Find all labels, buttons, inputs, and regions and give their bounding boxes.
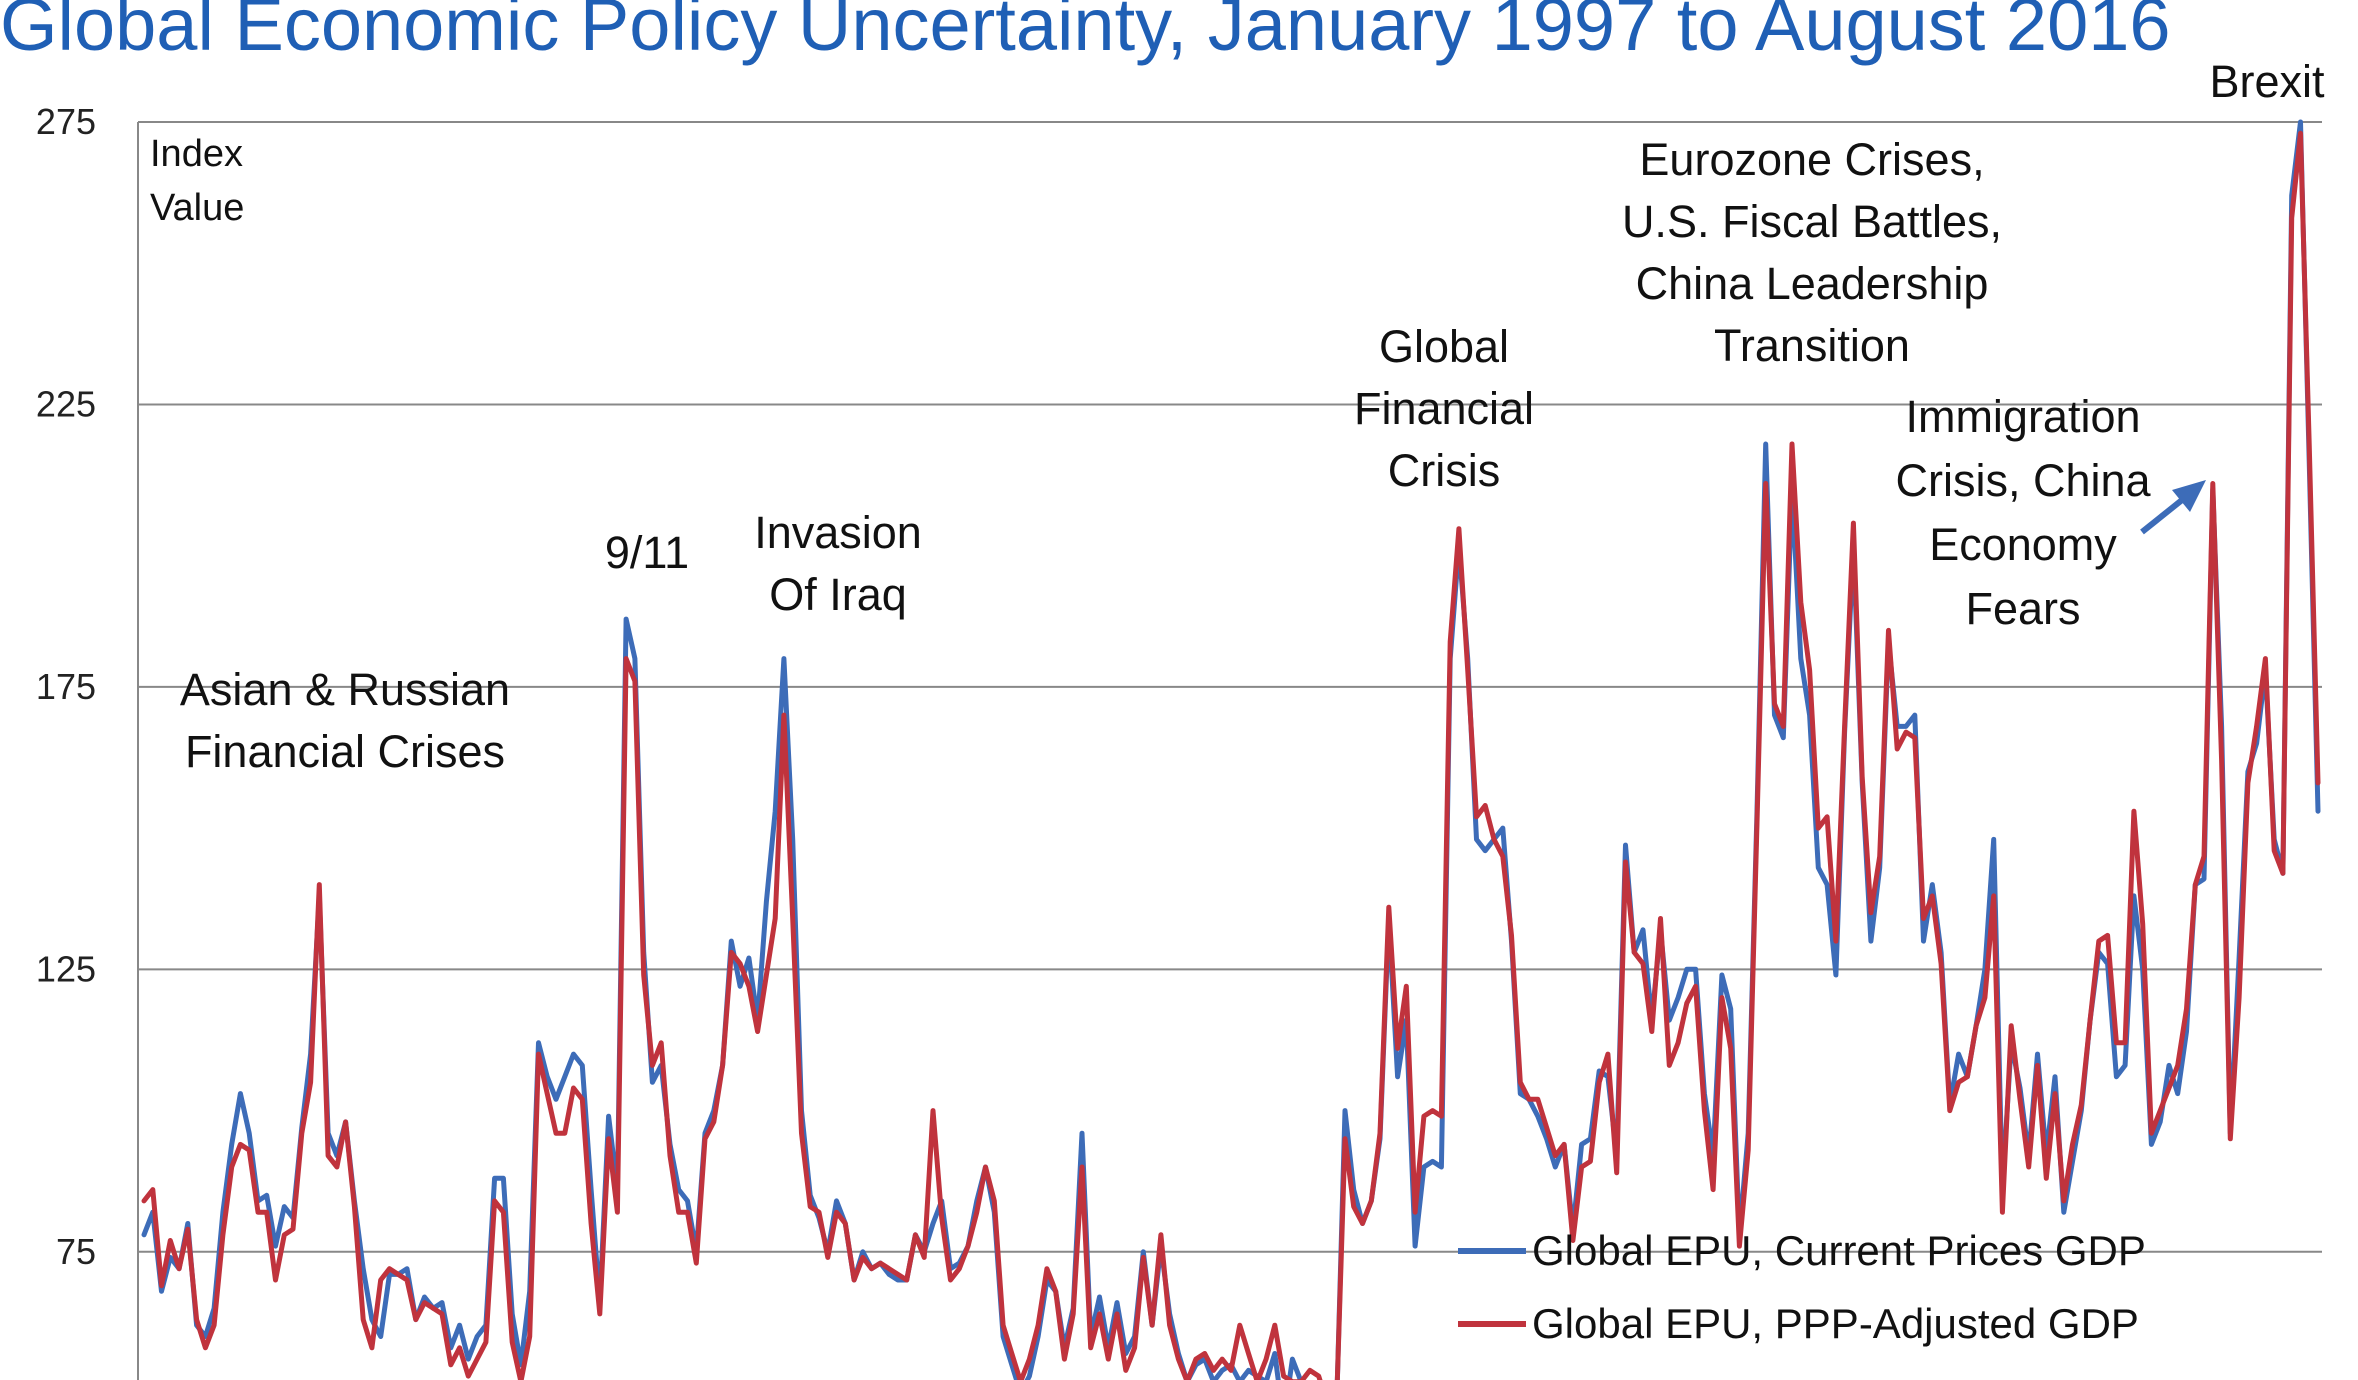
legend: Global EPU, Current Prices GDP Global EPU… xyxy=(1458,1227,2146,1347)
legend-label: Global EPU, Current Prices GDP xyxy=(1532,1227,2146,1274)
chart-title: Global Economic Policy Uncertainty, Janu… xyxy=(0,0,2171,66)
y-axis-label-line: Index xyxy=(150,133,243,175)
annotation-text: Economy xyxy=(1929,519,2117,570)
annotation-text: Fears xyxy=(1965,583,2080,634)
gridlines xyxy=(138,121,2322,1253)
legend-label: Global EPU, PPP-Adjusted GDP xyxy=(1532,1300,2139,1347)
annotation-text: Brexit xyxy=(2209,56,2325,107)
y-axis-label-line: Value xyxy=(150,187,244,229)
annotation-text: Financial Crises xyxy=(185,726,505,777)
annotation-text: Crisis xyxy=(1388,445,1500,496)
arrow-shaft xyxy=(2140,497,2184,535)
arrow-head xyxy=(2172,480,2206,512)
annotation-text: Of Iraq xyxy=(769,569,907,620)
annotation-text: Invasion xyxy=(754,507,922,558)
annotation-text: Eurozone Crises, xyxy=(1639,134,1984,185)
series-line-2 xyxy=(141,130,2321,1380)
data-series xyxy=(141,119,2321,1380)
annotation-text: Transition xyxy=(1714,320,1910,371)
y-tick-label: 75 xyxy=(56,1231,96,1272)
annotation-text: Global xyxy=(1379,321,1509,372)
y-tick-labels: 75 125 175 225 275 xyxy=(36,101,96,1272)
annotation-arrow xyxy=(2140,480,2206,535)
event-annotations: Asian & Russian Financial Crises 9/11 Invas… xyxy=(180,56,2325,777)
annotation-text: China Leadership xyxy=(1636,258,1989,309)
annotation-text: Immigration xyxy=(1905,391,2140,442)
annotation-text: U.S. Fiscal Battles, xyxy=(1622,196,2002,247)
y-axis-units-label: Index Value xyxy=(150,133,244,229)
y-tick-label: 225 xyxy=(36,383,96,424)
annotation-text: Crisis, China xyxy=(1895,455,2151,506)
y-tick-label: 275 xyxy=(36,101,96,142)
y-tick-label: 125 xyxy=(36,948,96,989)
annotation-text: 9/11 xyxy=(605,527,689,578)
y-tick-label: 175 xyxy=(36,666,96,707)
annotation-text: Financial xyxy=(1354,383,1534,434)
annotation-text: Asian & Russian xyxy=(180,664,510,715)
